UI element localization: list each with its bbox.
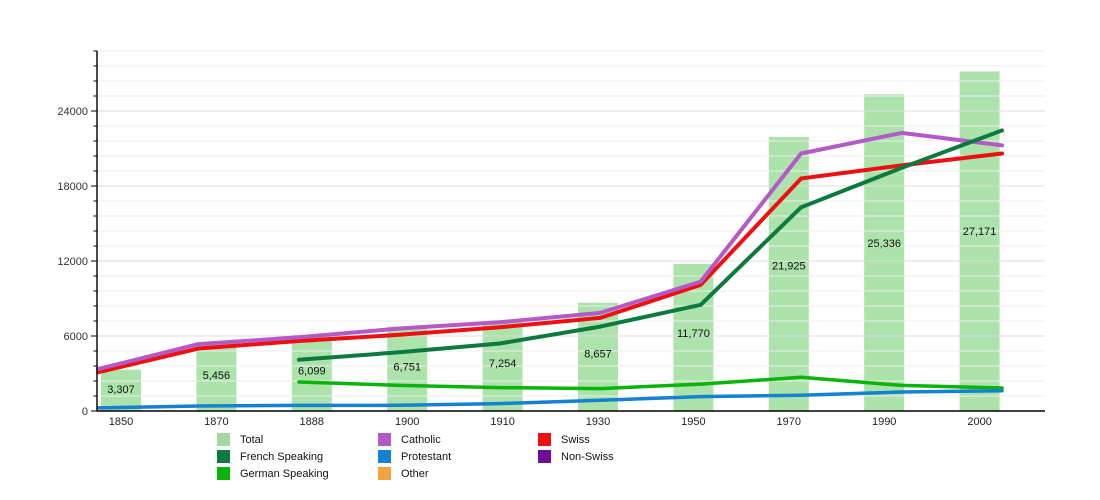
y-tick-label: 18000 [57,181,88,193]
y-tick-label: 0 [82,406,88,418]
bar-value-label: 6,751 [393,361,421,373]
bar-total-1970 [768,136,809,411]
line-french-speaking [296,128,1005,362]
legend-column-1: Total French Speaking German Speaking [217,431,329,482]
x-tick-label: 1990 [872,416,896,428]
x-tick-label: 1870 [204,416,228,428]
bar-value-labels: 3,307 5,456 6,099 6,751 7,254 8,657 11,770 21,9… [107,226,996,396]
legend-item-german-speaking: German Speaking [217,465,329,482]
legend-item-non-swiss: Non-Swiss [538,448,614,465]
line-swiss [96,151,1005,375]
bar-value-label: 8,657 [584,349,612,361]
y-tick-label: 24000 [57,106,88,118]
x-tick-label: 1850 [109,416,133,428]
legend-swatch-other [378,467,391,480]
legend-label-swiss: Swiss [561,433,590,446]
bar-total-1888 [291,334,332,411]
legend-label-total: Total [240,433,264,446]
line-catholic [96,130,1005,372]
bars-group [101,71,1000,412]
legend-swatch-non-swiss [538,450,551,463]
legend-item-total: Total [217,431,329,448]
bar-value-label: 5,456 [203,370,231,382]
legend-item-french-speaking: French Speaking [217,448,329,465]
legend-swatch-protestant [378,450,391,463]
legend-item-other: Other [378,465,451,482]
legend-column-3: Swiss Non-Swiss [538,431,614,465]
bar-value-label: 7,254 [489,358,517,370]
line-protestant [96,389,1004,410]
bar-total-1900 [387,326,428,411]
legend-swatch-german-speaking [217,467,230,480]
x-tick-label: 1900 [395,416,419,428]
bar-total-1990 [864,94,905,412]
x-tick-label: 1930 [586,416,610,428]
y-tick-label: 6000 [64,331,88,343]
x-tick-label: 1970 [777,416,801,428]
legend: Total French Speaking German Speaking Catho… [0,0,1100,480]
legend-swatch-french-speaking [217,450,230,463]
x-tick-label: 1910 [490,416,514,428]
legend-label-protestant: Protestant [401,450,452,463]
legend-item-swiss: Swiss [538,431,614,448]
legend-item-protestant: Protestant [378,448,451,465]
legend-label-non-swiss: Non-Swiss [561,450,614,463]
bar-total-1870 [196,342,237,411]
x-tick-label: 2000 [967,416,991,428]
bar-total-1850 [101,369,141,411]
legend-label-catholic: Catholic [401,433,441,446]
bar-value-label: 25,336 [867,238,901,250]
y-tick-label: 12000 [57,256,88,268]
legend-label-other: Other [401,467,429,480]
legend-column-2: Catholic Protestant Other [378,431,451,482]
y-axis-ticks: 0 6000 12000 18000 24000 [57,50,97,418]
bar-total-2000 [959,71,1000,412]
line-german-speaking [297,375,1004,391]
legend-swatch-swiss [538,433,551,446]
x-axis-labels: 1850 1870 1888 1900 1910 1930 1950 1970 1990 2000 [109,416,992,428]
x-tick-label: 1950 [681,416,705,428]
bar-value-label: 11,770 [677,328,710,340]
legend-swatch-catholic [378,433,391,446]
legend-label-german-speaking: German Speaking [240,467,329,480]
legend-item-catholic: Catholic [378,431,451,448]
bar-value-label: 6,099 [298,366,326,378]
bar-value-label: 3,307 [107,384,135,396]
bar-value-label: 21,925 [772,261,806,273]
x-tick-label: 1888 [300,416,324,428]
gridlines [97,50,1045,397]
legend-swatch-total [217,433,230,446]
legend-label-french-speaking: French Speaking [240,450,324,463]
bar-value-label: 27,171 [963,226,997,238]
